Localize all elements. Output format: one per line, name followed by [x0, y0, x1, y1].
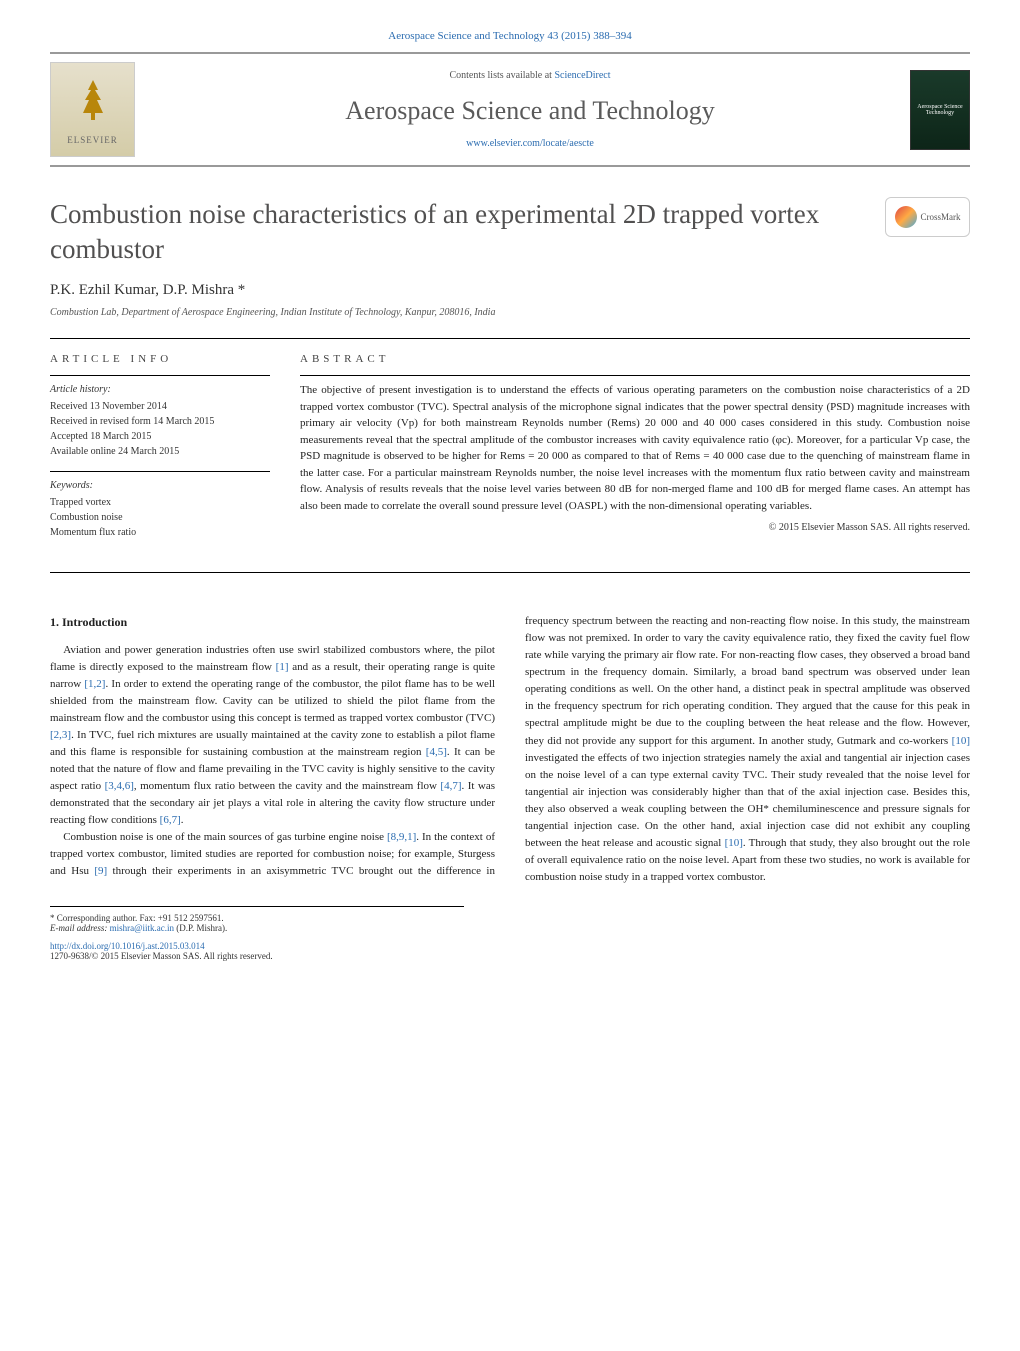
ref-link[interactable]: [9]	[94, 865, 107, 877]
crossmark-icon	[895, 206, 917, 228]
journal-banner: ELSEVIER Contents lists available at Sci…	[50, 52, 970, 167]
online-date: Available online 24 March 2015	[50, 444, 270, 459]
email-suffix: (D.P. Mishra).	[174, 923, 227, 933]
received-date: Received 13 November 2014	[50, 399, 270, 414]
ref-link[interactable]: [10]	[725, 837, 743, 849]
sciencedirect-link[interactable]: ScienceDirect	[554, 70, 610, 81]
keyword-1: Trapped vortex	[50, 495, 270, 510]
keywords-block: Keywords: Trapped vortex Combustion nois…	[50, 471, 270, 540]
title-row: Combustion noise characteristics of an e…	[50, 197, 970, 267]
abstract-copyright: © 2015 Elsevier Masson SAS. All rights r…	[300, 522, 970, 533]
article-info-label: ARTICLE INFO	[50, 353, 270, 365]
text-span: .	[181, 814, 184, 826]
ref-link[interactable]: [8,9,1]	[387, 831, 416, 843]
article-history-block: Article history: Received 13 November 20…	[50, 375, 270, 459]
body-text: 1. Introduction Aviation and power gener…	[50, 613, 970, 886]
elsevier-logo: ELSEVIER	[50, 62, 135, 157]
contents-prefix: Contents lists available at	[449, 70, 554, 81]
abstract-text: The objective of present investigation i…	[300, 375, 970, 514]
abstract-column: ABSTRACT The objective of present invest…	[300, 353, 970, 552]
affiliation: Combustion Lab, Department of Aerospace …	[50, 307, 970, 318]
footnotes: * Corresponding author. Fax: +91 512 259…	[50, 906, 464, 933]
journal-title: Aerospace Science and Technology	[150, 96, 910, 126]
divider	[50, 338, 970, 339]
text-span: Combustion noise is one of the main sour…	[63, 831, 387, 843]
elsevier-label: ELSEVIER	[67, 135, 118, 145]
issn-copyright: 1270-9638/© 2015 Elsevier Masson SAS. Al…	[50, 951, 970, 961]
keyword-3: Momentum flux ratio	[50, 525, 270, 540]
crossmark-badge[interactable]: CrossMark	[885, 197, 970, 237]
paragraph-1: Aviation and power generation industries…	[50, 642, 495, 830]
ref-link[interactable]: [6,7]	[160, 814, 181, 826]
ref-link[interactable]: [4,5]	[426, 746, 447, 758]
keywords-heading: Keywords:	[50, 478, 270, 493]
authors: P.K. Ezhil Kumar, D.P. Mishra *	[50, 282, 970, 299]
corresponding-author: * Corresponding author. Fax: +91 512 259…	[50, 913, 464, 923]
ref-link[interactable]: [1,2]	[84, 678, 105, 690]
section-heading-introduction: 1. Introduction	[50, 613, 495, 632]
contents-available-line: Contents lists available at ScienceDirec…	[150, 70, 910, 81]
email-line: E-mail address: mishra@iitk.ac.in (D.P. …	[50, 923, 464, 933]
elsevier-tree-icon	[73, 75, 113, 135]
text-span: , momentum flux ratio between the cavity…	[134, 780, 441, 792]
ref-link[interactable]: [1]	[276, 661, 289, 673]
divider	[50, 572, 970, 573]
abstract-label: ABSTRACT	[300, 353, 970, 365]
email-link[interactable]: mishra@iitk.ac.in	[110, 923, 174, 933]
ref-link[interactable]: [3,4,6]	[105, 780, 134, 792]
ref-link[interactable]: [10]	[952, 735, 970, 747]
keyword-2: Combustion noise	[50, 510, 270, 525]
doi-link[interactable]: http://dx.doi.org/10.1016/j.ast.2015.03.…	[50, 941, 970, 951]
history-heading: Article history:	[50, 382, 270, 397]
journal-cover-thumbnail: Aerospace Science Technology	[910, 70, 970, 150]
info-abstract-row: ARTICLE INFO Article history: Received 1…	[50, 353, 970, 552]
article-title: Combustion noise characteristics of an e…	[50, 197, 865, 267]
text-span: . In order to extend the operating range…	[50, 678, 495, 724]
article-info-column: ARTICLE INFO Article history: Received 1…	[50, 353, 270, 552]
text-span: investigated the effects of two injectio…	[525, 752, 970, 849]
ref-link[interactable]: [2,3]	[50, 729, 71, 741]
email-label: E-mail address:	[50, 923, 110, 933]
journal-url[interactable]: www.elsevier.com/locate/aescte	[150, 138, 910, 149]
banner-center: Contents lists available at ScienceDirec…	[150, 70, 910, 149]
journal-citation: Aerospace Science and Technology 43 (201…	[50, 30, 970, 42]
accepted-date: Accepted 18 March 2015	[50, 429, 270, 444]
crossmark-label: CrossMark	[921, 212, 961, 222]
ref-link[interactable]: [4,7]	[440, 780, 461, 792]
revised-date: Received in revised form 14 March 2015	[50, 414, 270, 429]
